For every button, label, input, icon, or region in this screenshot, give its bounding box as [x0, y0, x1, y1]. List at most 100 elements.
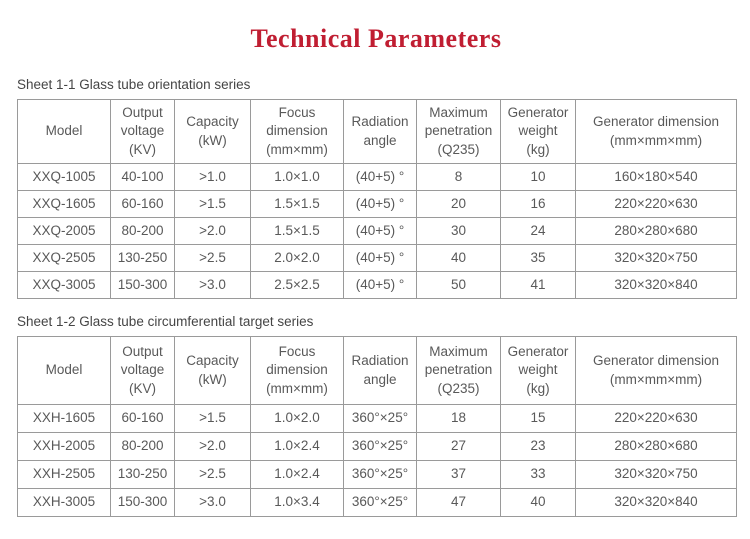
table-cell: 8: [416, 163, 501, 191]
table-row: XXQ-2505 130-250 >2.5 2.0×2.0 (40+5) ° 40 35 32…: [17, 244, 737, 272]
column-header: Focus dimension (mm×mm): [250, 99, 344, 164]
table-body: XXH-1605 60-160 >1.5 1.0×2.0 360°×25° 18 15 220…: [17, 404, 737, 517]
table-cell: 30: [416, 217, 501, 245]
table-cell: >2.0: [174, 217, 251, 245]
table-row: XXH-2505 130-250 >2.5 1.0×2.4 360°×25° 37 33 32…: [17, 460, 737, 489]
table-cell: 320×320×750: [575, 244, 737, 272]
table-cell: XXH-3005: [17, 488, 111, 517]
table-cell: 1.5×1.5: [250, 190, 344, 218]
table-cell: 320×320×750: [575, 460, 737, 489]
table-cell: 23: [500, 432, 576, 461]
table-cell: 280×280×680: [575, 217, 737, 245]
table-cell: 40: [416, 244, 501, 272]
table-cell: 47: [416, 488, 501, 517]
table-cell: 37: [416, 460, 501, 489]
table-cell: >3.0: [174, 271, 251, 299]
table-cell: 1.0×2.0: [250, 404, 344, 433]
table-row: XXQ-1605 60-160 >1.5 1.5×1.5 (40+5) ° 20 16 220…: [17, 190, 737, 218]
table-row: XXQ-2005 80-200 >2.0 1.5×1.5 (40+5) ° 30 24 280…: [17, 217, 737, 245]
table-row: XXQ-3005 150-300 >3.0 2.5×2.5 (40+5) ° 50 41 32…: [17, 271, 737, 299]
column-header: Model: [17, 99, 111, 164]
table-row: XXQ-1005 40-100 >1.0 1.0×1.0 (40+5) ° 8 10 160×…: [17, 163, 737, 191]
table-cell: (40+5) °: [343, 271, 417, 299]
table-cell: >1.5: [174, 190, 251, 218]
column-header: Maximum penetration (Q235): [416, 336, 501, 405]
table-cell: 160×180×540: [575, 163, 737, 191]
table-cell: XXQ-3005: [17, 271, 111, 299]
table-cell: 60-160: [110, 404, 175, 433]
table-cell: 24: [500, 217, 576, 245]
table-header: Model Output voltage (KV) Capacity (kW) Focus d…: [17, 336, 737, 405]
table-cell: 360°×25°: [343, 404, 417, 433]
table-cell: XXH-2505: [17, 460, 111, 489]
table-cell: XXH-2005: [17, 432, 111, 461]
table-cell: 40-100: [110, 163, 175, 191]
table-cell: 220×220×630: [575, 190, 737, 218]
column-header: Radiation angle: [343, 336, 417, 405]
table-cell: XXQ-1605: [17, 190, 111, 218]
table-cell: 1.0×2.4: [250, 432, 344, 461]
table-cell: 10: [500, 163, 576, 191]
table-cell: 360°×25°: [343, 488, 417, 517]
table-cell: XXQ-2505: [17, 244, 111, 272]
table-cell: 2.0×2.0: [250, 244, 344, 272]
table-header: Model Output voltage (KV) Capacity (kW) Focus d…: [17, 99, 737, 164]
table-cell: 360°×25°: [343, 432, 417, 461]
column-header: Model: [17, 336, 111, 405]
table-cell: 33: [500, 460, 576, 489]
sheet-1-1-caption: Sheet 1-1 Glass tube orientation series: [17, 77, 251, 92]
table-cell: >2.0: [174, 432, 251, 461]
table-cell: 220×220×630: [575, 404, 737, 433]
table-cell: 2.5×2.5: [250, 271, 344, 299]
table-cell: >2.5: [174, 460, 251, 489]
column-header: Generator weight (kg): [500, 336, 576, 405]
glass-tube-circumferential-table: Model Output voltage (KV) Capacity (kW) Focus d…: [17, 336, 737, 517]
table-cell: 50: [416, 271, 501, 299]
table-cell: 80-200: [110, 217, 175, 245]
table-cell: 320×320×840: [575, 488, 737, 517]
table-cell: 150-300: [110, 271, 175, 299]
table-cell: >1.5: [174, 404, 251, 433]
table-cell: 360°×25°: [343, 460, 417, 489]
table-body: XXQ-1005 40-100 >1.0 1.0×1.0 (40+5) ° 8 10 160×…: [17, 163, 737, 299]
sheet-1-2-caption: Sheet 1-2 Glass tube circumferential tar…: [17, 314, 314, 329]
table-cell: 150-300: [110, 488, 175, 517]
column-header: Focus dimension (mm×mm): [250, 336, 344, 405]
table-cell: 40: [500, 488, 576, 517]
table-cell: 60-160: [110, 190, 175, 218]
table-cell: >1.0: [174, 163, 251, 191]
page-title: Technical Parameters: [250, 24, 502, 53]
table-cell: (40+5) °: [343, 244, 417, 272]
table-cell: (40+5) °: [343, 163, 417, 191]
table-cell: 16: [500, 190, 576, 218]
table-cell: XXQ-1005: [17, 163, 111, 191]
column-header: Capacity (kW): [174, 336, 251, 405]
table-cell: XXQ-2005: [17, 217, 111, 245]
table-cell: 35: [500, 244, 576, 272]
table-cell: 130-250: [110, 244, 175, 272]
table-cell: 130-250: [110, 460, 175, 489]
column-header: Generator dimension (mm×mm×mm): [575, 336, 737, 405]
table-cell: >2.5: [174, 244, 251, 272]
glass-tube-orientation-table: Model Output voltage (KV) Capacity (kW) Focus d…: [17, 99, 737, 299]
table-cell: 18: [416, 404, 501, 433]
table-cell: 80-200: [110, 432, 175, 461]
column-header: Maximum penetration (Q235): [416, 99, 501, 164]
column-header: Radiation angle: [343, 99, 417, 164]
column-header: Output voltage (KV): [110, 336, 175, 405]
table-cell: (40+5) °: [343, 217, 417, 245]
table-row: XXH-3005 150-300 >3.0 1.0×3.4 360°×25° 47 40 32…: [17, 488, 737, 517]
table-cell: 27: [416, 432, 501, 461]
column-header: Generator dimension (mm×mm×mm): [575, 99, 737, 164]
table-cell: (40+5) °: [343, 190, 417, 218]
table-cell: 280×280×680: [575, 432, 737, 461]
table-cell: 1.0×3.4: [250, 488, 344, 517]
table-cell: 1.0×1.0: [250, 163, 344, 191]
table-cell: >3.0: [174, 488, 251, 517]
table-cell: 41: [500, 271, 576, 299]
table-row: XXH-1605 60-160 >1.5 1.0×2.0 360°×25° 18 15 220…: [17, 404, 737, 433]
table-cell: 1.0×2.4: [250, 460, 344, 489]
table-cell: 20: [416, 190, 501, 218]
column-header: Capacity (kW): [174, 99, 251, 164]
